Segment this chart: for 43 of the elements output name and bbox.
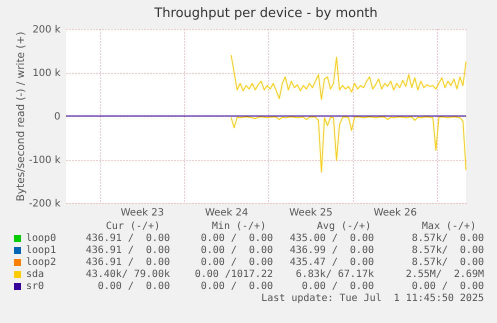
text: 436.99 / 0.00 xyxy=(290,245,374,256)
text: 435.47 / 0.00 xyxy=(290,257,374,268)
y-tick-label: 100 k xyxy=(32,68,61,79)
text: 435.00 / 0.00 xyxy=(290,233,374,244)
x-tick-label: Week 23 xyxy=(120,208,164,218)
text: 0.00 / 0.00 xyxy=(200,281,273,292)
text: 6.83k/ 67.17k xyxy=(296,269,374,280)
text: 8.57k/ 0.00 xyxy=(412,245,484,256)
text: 0.00 / 0.00 xyxy=(200,245,273,256)
text: Max (-/+) xyxy=(422,221,476,233)
y-tick-label: -200 k xyxy=(28,198,61,210)
text: 0.00 / 0.00 xyxy=(302,281,374,292)
y-tick-label: -100 k xyxy=(28,155,61,166)
text: 436.91 / 0.00 xyxy=(86,233,170,244)
text: Avg (-/+) xyxy=(316,221,372,233)
x-tick-label: Week 24 xyxy=(204,208,248,218)
text: 0.00 / 0.00 xyxy=(412,281,484,292)
text: 2.55M/ 2.69M xyxy=(406,269,484,280)
x-tick-label: Week 26 xyxy=(374,208,417,218)
text: Min (-/+) xyxy=(212,221,266,233)
text: 0.00 / 0.00 xyxy=(200,257,273,268)
text: Last update: Tue Jul 1 11:45:50 2025 xyxy=(260,293,484,305)
text: 0.00 / 0.00 xyxy=(98,281,170,292)
legend-label: loop2 xyxy=(26,257,56,269)
text: 8.57k/ 0.00 xyxy=(412,257,484,268)
legend-label: loop0 xyxy=(26,233,56,245)
x-tick-label: Week 25 xyxy=(289,208,333,218)
text: Cur (-/+) xyxy=(106,221,160,233)
text: 0.00 / 0.00 xyxy=(200,233,273,244)
text: 43.40k/ 79.00k xyxy=(86,269,170,280)
y-tick-label: 0 xyxy=(54,112,60,122)
line-series xyxy=(230,116,466,173)
text: 0.00 /1017.22 xyxy=(194,269,273,280)
y-tick-label: 200 k xyxy=(32,24,61,36)
legend-label: sr0 xyxy=(26,281,44,293)
legend-label: sda xyxy=(26,269,44,281)
text: 436.91 / 0.00 xyxy=(86,257,170,268)
text: 8.57k/ 0.00 xyxy=(412,233,484,244)
text: 436.91 / 0.00 xyxy=(86,245,170,256)
legend-label: loop1 xyxy=(26,245,56,257)
line-series xyxy=(230,54,466,100)
y-axis-title: Bytes/second read (-) / write (+) xyxy=(14,32,27,202)
chart-title: Throughput per device - by month xyxy=(153,6,378,21)
